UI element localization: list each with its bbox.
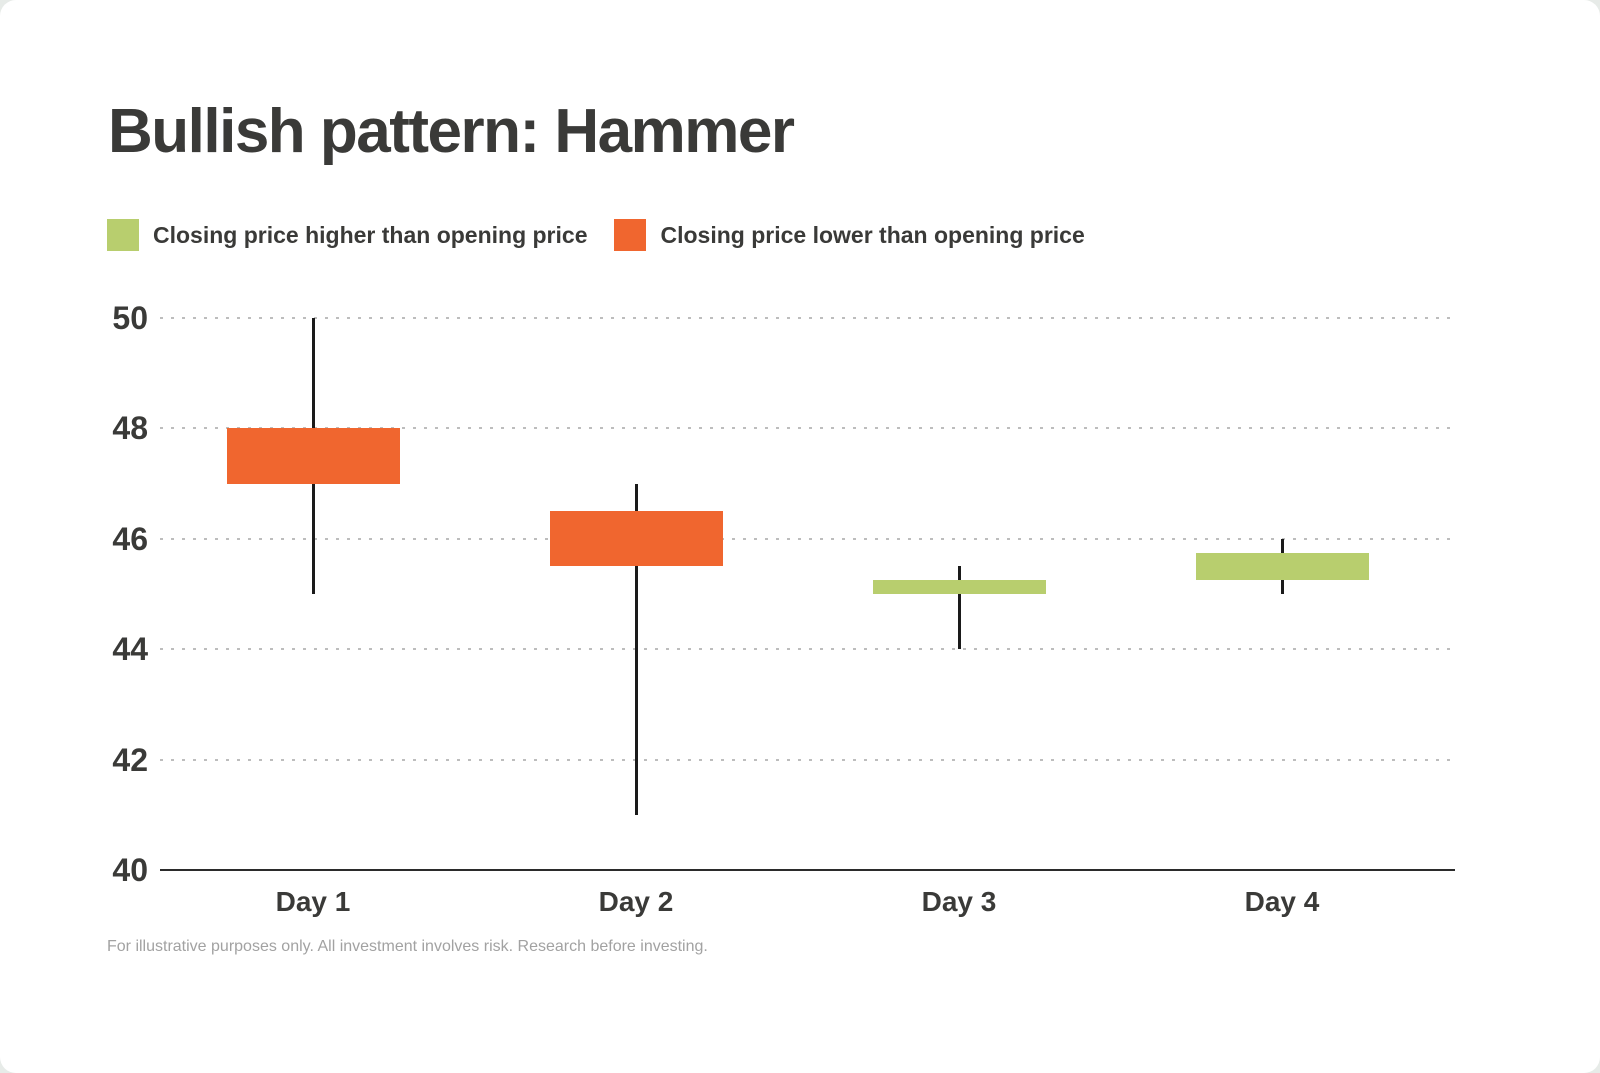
gridline-46 bbox=[160, 537, 1455, 540]
gridline-50 bbox=[160, 317, 1455, 319]
candle-body-day-2 bbox=[549, 511, 723, 567]
x-axis-label-4: Day 4 bbox=[1244, 886, 1320, 917]
x-axis-line bbox=[160, 869, 1455, 871]
candle-wick-day-3 bbox=[957, 566, 961, 650]
x-axis-label-1: Day 1 bbox=[275, 886, 351, 917]
candle-body-day-3 bbox=[872, 580, 1046, 594]
candle-body-day-1 bbox=[226, 428, 400, 484]
y-tick-label-40: 40 bbox=[112, 852, 148, 888]
candle-body-day-4 bbox=[1195, 552, 1369, 581]
bearish-swatch-icon bbox=[614, 219, 647, 251]
gridline-42 bbox=[160, 758, 1455, 761]
y-tick-label-44: 44 bbox=[112, 631, 148, 668]
x-axis-label-2: Day 2 bbox=[598, 886, 674, 917]
legend-label-bearish: Closing price lower than opening price bbox=[660, 221, 1085, 248]
legend-item-bullish: Closing price higher than opening price bbox=[107, 219, 587, 251]
legend: Closing price higher than opening price … bbox=[107, 219, 1085, 251]
y-tick-label-46: 46 bbox=[112, 520, 148, 557]
gridline-44 bbox=[160, 648, 1455, 651]
gridline-48 bbox=[160, 427, 1455, 430]
legend-item-bearish: Closing price lower than opening price bbox=[614, 219, 1085, 251]
page-title: Bullish pattern: Hammer bbox=[108, 97, 795, 166]
y-tick-label-50: 50 bbox=[112, 300, 148, 336]
legend-label-bullish: Closing price higher than opening price bbox=[153, 221, 588, 248]
y-tick-label-42: 42 bbox=[112, 741, 148, 778]
disclaimer-footnote: For illustrative purposes only. All inve… bbox=[107, 938, 708, 955]
candle-wick-day-2 bbox=[634, 483, 638, 815]
x-axis-label-3: Day 3 bbox=[921, 886, 997, 917]
bullish-swatch-icon bbox=[107, 219, 139, 251]
y-tick-label-48: 48 bbox=[112, 410, 148, 447]
